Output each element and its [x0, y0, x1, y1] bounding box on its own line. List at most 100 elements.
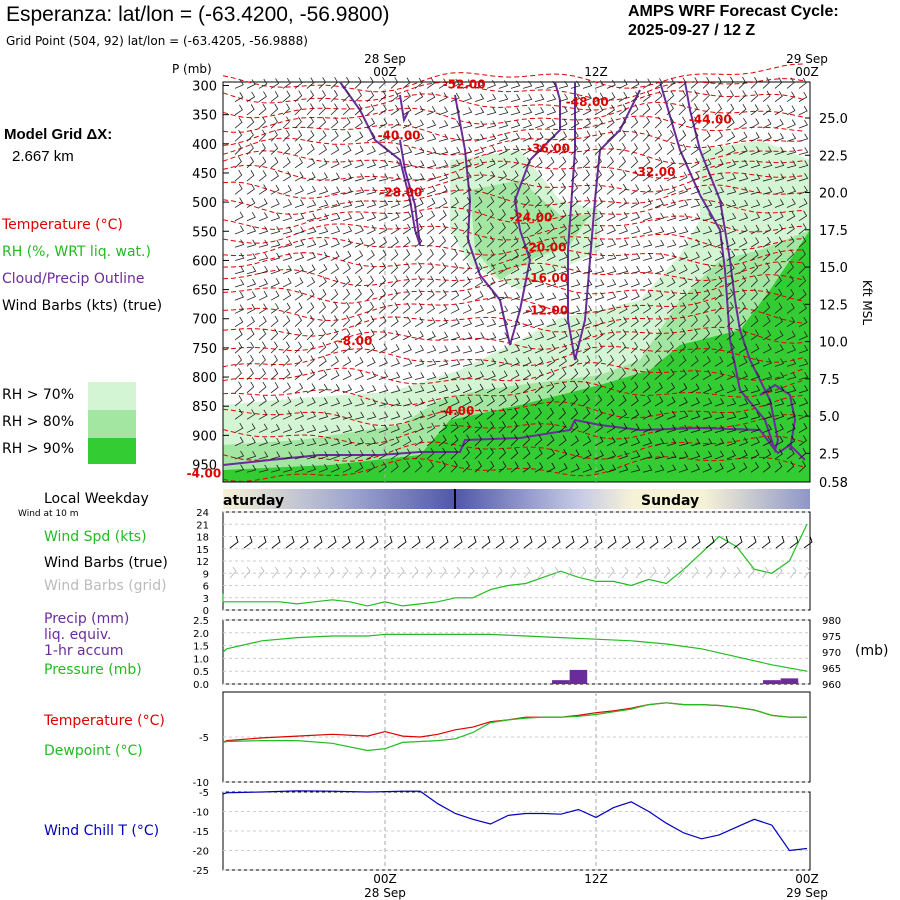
wind-barb	[678, 315, 687, 327]
wind-barb	[462, 332, 473, 341]
pressure-tick-label: 350	[192, 109, 217, 124]
wind-barb-true	[565, 535, 575, 549]
top-date-label: 28 Sep	[364, 52, 406, 66]
wind-barb	[306, 464, 317, 473]
wind-barb	[678, 451, 689, 460]
height-tick-label: 5.0	[819, 410, 840, 425]
height-tick-label: 0.58	[819, 476, 848, 491]
model-grid-label: Model Grid ΔX:	[4, 126, 113, 143]
wind-barb	[786, 385, 797, 394]
wind-barb	[738, 437, 748, 447]
wind-barb	[798, 303, 807, 314]
pressure-tick-label: 650	[192, 284, 217, 299]
wind-barb	[414, 173, 425, 182]
wind-barb	[294, 90, 303, 102]
wind-barb	[546, 265, 556, 275]
wind-barb	[270, 198, 280, 208]
wind-barb	[294, 277, 304, 288]
wind-barb	[594, 450, 604, 460]
wind-barb	[402, 398, 413, 407]
wind-barb-grid	[775, 566, 783, 579]
wind-barb	[246, 129, 254, 142]
wind-barb	[390, 146, 401, 155]
wind-barb	[522, 344, 532, 354]
wind-barb	[654, 170, 664, 182]
wind-barb	[318, 158, 328, 169]
wind-barb	[306, 341, 315, 354]
wind-barb	[774, 236, 783, 248]
wind-barb	[318, 264, 328, 275]
wind-barb	[258, 278, 268, 288]
wind-barb	[702, 463, 712, 473]
wind-barb	[354, 76, 362, 89]
wind-barb	[486, 209, 494, 222]
wind-barb	[558, 318, 569, 328]
wind-barb	[750, 237, 760, 248]
wind-barb	[330, 288, 339, 301]
wind-barb-grid	[453, 566, 461, 579]
wind-barb	[390, 371, 401, 380]
wind-barb	[630, 451, 641, 460]
label-liq-equiv: liq. equiv.	[44, 627, 112, 643]
wind-barb	[270, 396, 280, 407]
wind-barb	[738, 398, 749, 407]
wind-barb	[654, 396, 664, 407]
wind-barb	[342, 301, 350, 314]
wind-barb	[690, 251, 700, 261]
forecast-title: AMPS WRF Forecast Cycle:	[628, 3, 839, 20]
precip-bar	[552, 680, 570, 684]
temperature-contour	[222, 148, 804, 169]
wind-barb	[402, 344, 412, 354]
wind-barb	[378, 275, 386, 288]
wind-barb	[246, 183, 255, 195]
precip-tick-label: 0.5	[193, 667, 209, 678]
wind-barb	[282, 315, 291, 327]
wind-barb	[450, 222, 459, 235]
wind-barb	[426, 262, 434, 275]
wind-barb	[582, 93, 592, 103]
wind-barb	[426, 345, 437, 354]
wind-barb	[270, 437, 281, 447]
top-hour-label: 00Z	[795, 65, 819, 79]
pressure-unit: (mb)	[855, 643, 889, 659]
wind-barb-grid	[285, 566, 293, 579]
wind-barb-grid	[411, 566, 419, 579]
wind-barb	[702, 328, 711, 341]
wind-barb	[774, 132, 784, 142]
wind-barb	[618, 252, 629, 261]
wind-barb	[402, 448, 411, 460]
wind-barb	[762, 461, 771, 473]
wind-barb	[558, 343, 568, 354]
wind-barb	[474, 183, 483, 195]
wind-barb	[666, 315, 675, 327]
wind-barb	[738, 462, 748, 473]
wind-barb	[738, 384, 749, 394]
wind-barb	[426, 160, 437, 169]
wind-barb	[786, 146, 797, 155]
wind-barb	[378, 315, 387, 327]
wind-barb	[582, 317, 592, 328]
wind-barb	[258, 381, 267, 394]
wind-barb	[762, 411, 773, 420]
wind-barb	[594, 266, 605, 275]
wind-barb	[534, 369, 543, 380]
wind-barb	[654, 451, 665, 460]
wind-barb	[306, 239, 317, 248]
wind-barb	[318, 172, 328, 182]
wind-barb	[402, 160, 413, 169]
precip-tick-label: 1.0	[193, 654, 209, 665]
wind-barb	[546, 144, 555, 155]
wind-barb	[618, 368, 626, 380]
wind-barb	[414, 275, 423, 288]
wind-barb	[558, 394, 566, 407]
wind-barb	[258, 328, 267, 341]
wind-barb	[606, 252, 617, 261]
wind-barb	[666, 143, 675, 155]
wind-barb	[486, 80, 496, 89]
wind-barb	[786, 275, 794, 288]
wind-barb	[546, 331, 556, 341]
wind-barb	[678, 252, 688, 261]
wind-barb	[558, 169, 566, 182]
wind-barb	[306, 328, 314, 341]
wind-barb	[714, 130, 723, 142]
